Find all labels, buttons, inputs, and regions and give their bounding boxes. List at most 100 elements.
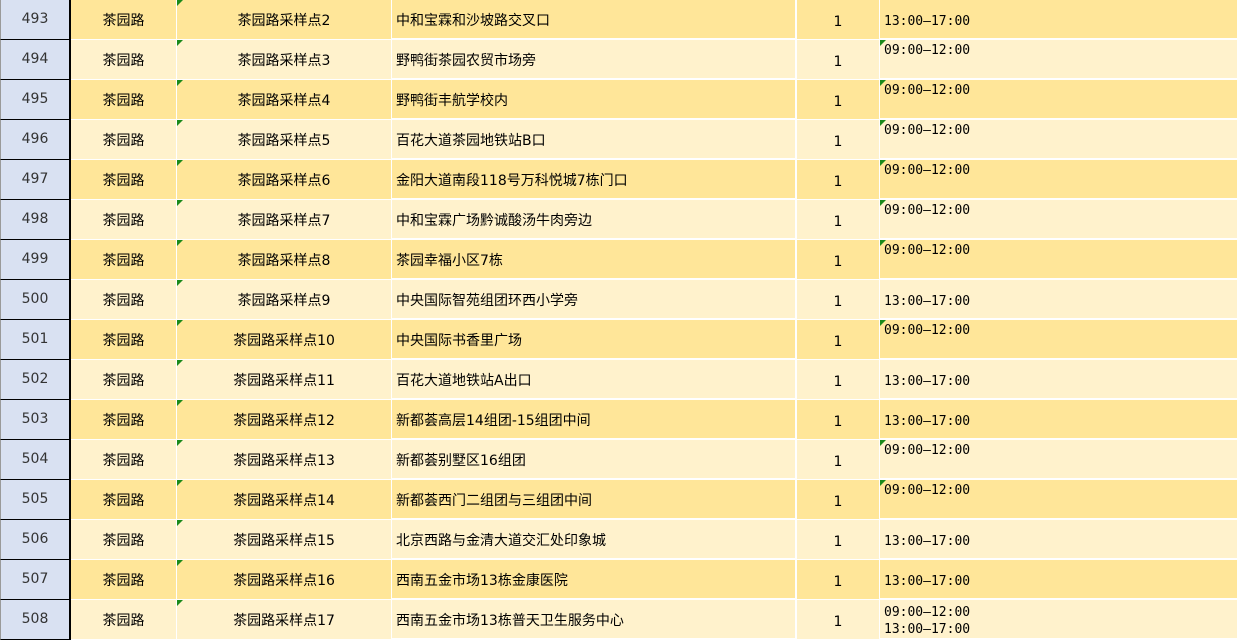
cell-times[interactable]: 09:00—12:00 <box>880 440 1238 479</box>
row-header[interactable]: 508 <box>0 600 71 640</box>
row-header[interactable]: 504 <box>0 440 71 480</box>
cell-site[interactable]: 茶园路采样点7 <box>177 200 392 240</box>
cell-site[interactable]: 茶园路采样点4 <box>177 80 392 120</box>
cell-site[interactable]: 茶园路采样点2 <box>177 0 392 40</box>
cell-count[interactable]: 1 <box>797 440 880 480</box>
cell-address[interactable]: 新都荟高层14组团-15组团中间 <box>392 400 796 439</box>
cell-street[interactable]: 茶园路 <box>71 40 177 80</box>
cell-times[interactable]: 09:00—12:00 <box>880 320 1238 359</box>
table-row: 496 茶园路 茶园路采样点5 百花大道茶园地铁站B口 1 09:00—12:00 <box>0 120 1238 160</box>
time-range: 09:00—12:00 <box>884 123 971 138</box>
row-header[interactable]: 505 <box>0 480 71 520</box>
cell-street[interactable]: 茶园路 <box>71 240 177 280</box>
row-header[interactable]: 502 <box>0 360 71 400</box>
cell-street[interactable]: 茶园路 <box>71 160 177 200</box>
cell-site[interactable]: 茶园路采样点11 <box>177 360 392 400</box>
cell-count[interactable]: 1 <box>797 80 880 120</box>
cell-site[interactable]: 茶园路采样点9 <box>177 280 392 320</box>
cell-count[interactable]: 1 <box>797 200 880 240</box>
cell-times[interactable]: 13:00—17:00 <box>880 280 1238 319</box>
cell-site[interactable]: 茶园路采样点13 <box>177 440 392 480</box>
cell-times[interactable]: 09:00—12:00 <box>880 160 1238 199</box>
cell-address[interactable]: 西南五金市场13栋金康医院 <box>392 560 796 599</box>
cell-street[interactable]: 茶园路 <box>71 400 177 440</box>
cell-times[interactable]: 09:00—12:00 <box>880 200 1238 239</box>
cell-count[interactable]: 1 <box>797 520 880 560</box>
cell-times[interactable]: 13:00—17:00 <box>880 360 1238 399</box>
cell-site[interactable]: 茶园路采样点17 <box>177 600 392 640</box>
row-header[interactable]: 503 <box>0 400 71 440</box>
cell-times[interactable]: 13:00—17:00 <box>880 0 1238 39</box>
cell-count[interactable]: 1 <box>797 320 880 360</box>
cell-address[interactable]: 中央国际书香里广场 <box>392 320 796 359</box>
cell-street[interactable]: 茶园路 <box>71 200 177 240</box>
row-header[interactable]: 497 <box>0 160 71 200</box>
cell-times[interactable]: 09:00—12:00 <box>880 120 1238 159</box>
cell-address[interactable]: 北京西路与金清大道交汇处印象城 <box>392 520 796 559</box>
cell-address[interactable]: 西南五金市场13栋普天卫生服务中心 <box>392 600 796 639</box>
comment-marker-icon <box>880 40 886 46</box>
cell-site[interactable]: 茶园路采样点15 <box>177 520 392 560</box>
cell-street[interactable]: 茶园路 <box>71 560 177 600</box>
cell-address[interactable]: 百花大道地铁站A出口 <box>392 360 796 399</box>
cell-count[interactable]: 1 <box>797 120 880 160</box>
cell-street[interactable]: 茶园路 <box>71 280 177 320</box>
cell-address[interactable]: 金阳大道南段118号万科悦城7栋门口 <box>392 160 796 199</box>
row-header[interactable]: 499 <box>0 240 71 280</box>
cell-times[interactable]: 13:00—17:00 <box>880 560 1238 599</box>
row-header[interactable]: 494 <box>0 40 71 80</box>
cell-count[interactable]: 1 <box>797 480 880 520</box>
row-header[interactable]: 495 <box>0 80 71 120</box>
cell-street[interactable]: 茶园路 <box>71 0 177 40</box>
cell-site[interactable]: 茶园路采样点16 <box>177 560 392 600</box>
cell-street[interactable]: 茶园路 <box>71 80 177 120</box>
cell-times[interactable]: 09:00—12:00 13:00—17:00 <box>880 600 1238 639</box>
cell-street[interactable]: 茶园路 <box>71 520 177 560</box>
cell-street[interactable]: 茶园路 <box>71 360 177 400</box>
cell-address[interactable]: 中和宝霖和沙坡路交叉口 <box>392 0 796 39</box>
cell-times[interactable]: 09:00—12:00 <box>880 80 1238 119</box>
row-header[interactable]: 507 <box>0 560 71 600</box>
cell-address[interactable]: 中央国际智苑组团环西小学旁 <box>392 280 796 319</box>
cell-street[interactable]: 茶园路 <box>71 480 177 520</box>
cell-address[interactable]: 野鸭街丰航学校内 <box>392 80 796 119</box>
cell-count[interactable]: 1 <box>797 0 880 40</box>
cell-street[interactable]: 茶园路 <box>71 320 177 360</box>
cell-count[interactable]: 1 <box>797 160 880 200</box>
cell-street[interactable]: 茶园路 <box>71 440 177 480</box>
row-header[interactable]: 506 <box>0 520 71 560</box>
cell-address[interactable]: 茶园幸福小区7栋 <box>392 240 796 279</box>
cell-site[interactable]: 茶园路采样点12 <box>177 400 392 440</box>
row-header[interactable]: 500 <box>0 280 71 320</box>
cell-times[interactable]: 09:00—12:00 <box>880 480 1238 519</box>
cell-address[interactable]: 野鸭街茶园农贸市场旁 <box>392 40 796 79</box>
cell-address[interactable]: 中和宝霖广场黔诚酸汤牛肉旁边 <box>392 200 796 239</box>
cell-count[interactable]: 1 <box>797 360 880 400</box>
row-header[interactable]: 496 <box>0 120 71 160</box>
cell-site[interactable]: 茶园路采样点10 <box>177 320 392 360</box>
cell-site[interactable]: 茶园路采样点3 <box>177 40 392 80</box>
cell-site[interactable]: 茶园路采样点8 <box>177 240 392 280</box>
cell-address[interactable]: 百花大道茶园地铁站B口 <box>392 120 796 159</box>
row-header[interactable]: 498 <box>0 200 71 240</box>
cell-times[interactable]: 13:00—17:00 <box>880 400 1238 439</box>
cell-count[interactable]: 1 <box>797 280 880 320</box>
cell-count[interactable]: 1 <box>797 240 880 280</box>
table-row: 493 茶园路 茶园路采样点2 中和宝霖和沙坡路交叉口 1 13:00—17:00 <box>0 0 1238 40</box>
cell-site[interactable]: 茶园路采样点6 <box>177 160 392 200</box>
cell-times[interactable]: 09:00—12:00 <box>880 40 1238 79</box>
cell-address[interactable]: 新都荟别墅区16组团 <box>392 440 796 479</box>
cell-street[interactable]: 茶园路 <box>71 600 177 640</box>
cell-street[interactable]: 茶园路 <box>71 120 177 160</box>
cell-count[interactable]: 1 <box>797 40 880 80</box>
row-header[interactable]: 493 <box>0 0 71 40</box>
cell-site[interactable]: 茶园路采样点5 <box>177 120 392 160</box>
cell-site[interactable]: 茶园路采样点14 <box>177 480 392 520</box>
cell-address[interactable]: 新都荟西门二组团与三组团中间 <box>392 480 796 519</box>
cell-count[interactable]: 1 <box>797 400 880 440</box>
cell-times[interactable]: 13:00—17:00 <box>880 520 1238 559</box>
row-header[interactable]: 501 <box>0 320 71 360</box>
cell-count[interactable]: 1 <box>797 600 880 640</box>
cell-times[interactable]: 09:00—12:00 <box>880 240 1238 279</box>
cell-count[interactable]: 1 <box>797 560 880 600</box>
